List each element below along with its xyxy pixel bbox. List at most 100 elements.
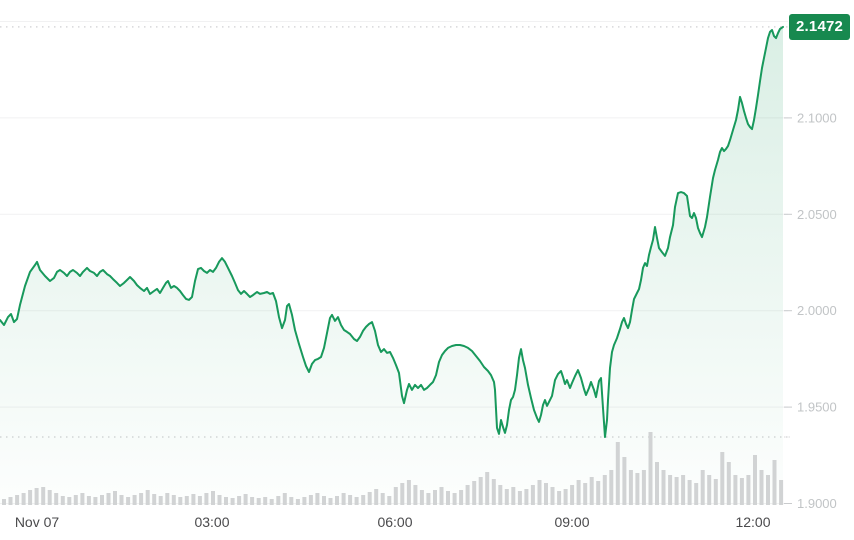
volume-bar (635, 473, 640, 505)
volume-bar (28, 490, 33, 505)
volume-bar (178, 497, 183, 505)
volume-bar (230, 498, 235, 505)
volume-bar (759, 470, 764, 505)
volume-bar (498, 485, 503, 505)
volume-bar (302, 497, 307, 505)
volume-bar (766, 475, 770, 505)
price-area-fill (0, 26, 783, 506)
volume-bar (485, 472, 490, 505)
volume-bar (713, 479, 718, 505)
volume-bar (211, 491, 215, 505)
x-axis-label: 09:00 (554, 514, 589, 530)
volume-bar (276, 496, 281, 505)
volume-bar (733, 475, 738, 505)
volume-bar (191, 494, 196, 505)
volume-bar (2, 499, 6, 505)
volume-bar (250, 497, 255, 505)
volume-bar (563, 489, 568, 505)
volume-bar (21, 493, 26, 505)
volume-bar (537, 480, 542, 505)
volume-bar (641, 470, 646, 505)
volume-bar (530, 485, 535, 505)
volume-bar (413, 485, 418, 505)
volume-bar (746, 475, 751, 505)
volume-bar (269, 499, 274, 505)
y-axis-label: 1.9500 (797, 400, 837, 415)
volume-bar (322, 496, 326, 505)
volume-bar (73, 495, 78, 505)
volume-bar (700, 470, 705, 505)
volume-bar (86, 496, 91, 505)
volume-bar (335, 496, 339, 505)
volume-bar (478, 477, 483, 505)
volume-bar (426, 493, 431, 505)
volume-bar (589, 477, 594, 505)
volume-bar (439, 487, 444, 505)
volume-bar (197, 496, 202, 505)
volume-bar (433, 490, 437, 505)
volume-bar (282, 493, 287, 505)
volume-bar (256, 498, 261, 505)
volume-bar (341, 493, 346, 505)
volume-bar (393, 487, 398, 505)
volume-bar (380, 493, 385, 505)
volume-bar (628, 470, 633, 505)
volume-bar (707, 475, 712, 505)
volume-bar (570, 485, 575, 505)
volume-bar (204, 493, 209, 505)
volume-bar (47, 490, 52, 505)
volume-bar (602, 475, 607, 505)
volume-bar (34, 488, 39, 505)
volume-bar (622, 457, 627, 505)
volume-bar (165, 493, 170, 505)
volume-bar (491, 479, 496, 505)
volume-bar (152, 494, 157, 505)
volume-bar (374, 489, 379, 505)
y-axis-label: 2.1000 (797, 110, 837, 125)
volume-bar (779, 480, 784, 505)
volume-bar (668, 475, 673, 505)
y-axis-label: 2.0500 (797, 207, 837, 222)
volume-bar (106, 493, 111, 505)
volume-bar (674, 477, 679, 505)
volume-bar (367, 492, 372, 505)
volume-bar (119, 495, 124, 505)
x-axis-label: 06:00 (377, 514, 412, 530)
volume-bar (60, 496, 65, 505)
volume-bar (511, 487, 516, 505)
volume-bar (289, 497, 294, 505)
volume-bar (459, 490, 464, 505)
volume-bar (544, 483, 548, 505)
volume-bar (217, 495, 222, 505)
volume-bar (145, 490, 150, 505)
current-price-badge: 2.1472 (789, 14, 851, 40)
volume-bar (661, 470, 666, 505)
volume-bar (557, 491, 562, 505)
x-axis-label: 12:00 (735, 514, 770, 530)
volume-bar (354, 497, 359, 505)
volume-bar (446, 491, 450, 505)
volume-bar (655, 462, 659, 505)
volume-bar (406, 480, 411, 505)
volume-bar (113, 491, 117, 505)
volume-bar (687, 480, 692, 505)
volume-bar (681, 475, 686, 505)
volume-bar (348, 495, 353, 505)
volume-bar (328, 498, 333, 505)
volume-bar (524, 489, 529, 505)
volume-bar (263, 497, 268, 505)
volume-bar (550, 487, 555, 505)
volume-bar (237, 496, 242, 505)
volume-bar (400, 483, 405, 505)
x-axis-label: 03:00 (194, 514, 229, 530)
volume-bar (726, 462, 731, 505)
volume-bar (452, 493, 457, 505)
volume-bar (419, 490, 424, 505)
volume-bar (93, 497, 98, 505)
volume-bar (67, 497, 72, 505)
volume-bar (720, 452, 725, 505)
x-axis-label: Nov 07 (15, 514, 60, 530)
volume-bar (694, 483, 699, 505)
volume-bar (224, 497, 228, 505)
